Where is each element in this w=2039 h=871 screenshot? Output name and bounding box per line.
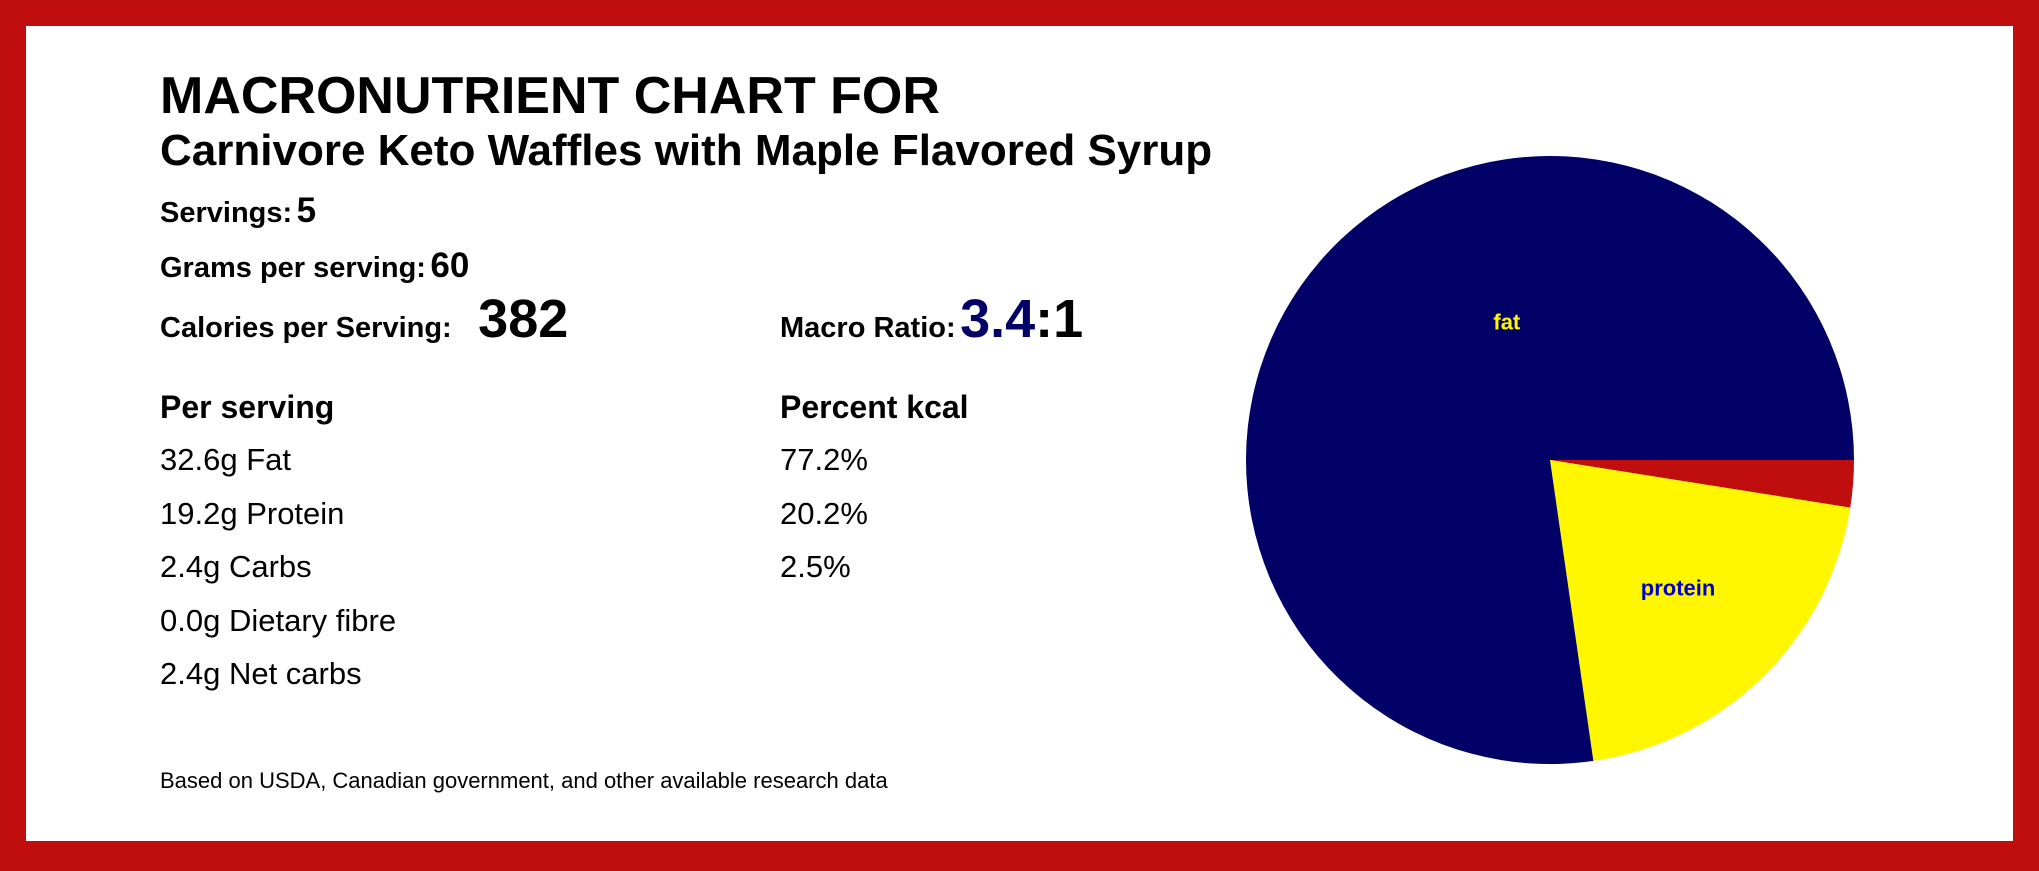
macro-ratio: Macro Ratio: 3.4:1 — [780, 288, 1083, 350]
servings: Servings: 5 — [160, 191, 316, 231]
percent-kcal-row: 77.2% — [780, 442, 868, 477]
pie-slice-carbs — [1550, 460, 1854, 508]
grams-per-serving: Grams per serving: 60 — [160, 246, 469, 286]
pie-slice-fat — [1246, 156, 1854, 765]
per-serving-row: 2.4g Carbs — [160, 549, 312, 584]
pie-label-protein: protein — [1641, 576, 1716, 601]
calories-per-serving: Calories per Serving: 382 — [160, 288, 568, 350]
calories-label: Calories per Serving: — [160, 312, 452, 344]
macro-ratio-label: Macro Ratio: — [780, 312, 956, 344]
macro-ratio-value: 3.4 — [960, 289, 1036, 349]
servings-label: Servings: — [160, 197, 293, 229]
per-serving-row: 19.2g Protein — [160, 496, 345, 531]
macro-ratio-suffix: :1 — [1035, 289, 1084, 349]
page-title: MACRONUTRIENT CHART FOR — [160, 67, 940, 125]
per-serving-row: 0.0g Dietary fibre — [160, 603, 397, 638]
per-serving-row: 2.4g Net carbs — [160, 656, 362, 691]
grams-value: 60 — [430, 246, 470, 285]
chart-panel: MACRONUTRIENT CHART FOR Carnivore Keto W… — [26, 26, 2013, 841]
calories-value: 382 — [478, 289, 569, 349]
per-serving-row: 32.6g Fat — [160, 442, 291, 477]
pie-label-fat: fat — [1493, 310, 1521, 335]
percent-kcal-row: 2.5% — [780, 549, 851, 584]
percent-kcal-header: Percent kcal — [780, 389, 969, 425]
source-footnote: Based on USDA, Canadian government, and … — [160, 768, 888, 793]
servings-value: 5 — [296, 191, 317, 230]
grams-label: Grams per serving: — [160, 252, 426, 284]
macro-pie-chart: protein fat — [1246, 156, 1854, 765]
recipe-name: Carnivore Keto Waffles with Maple Flavor… — [160, 126, 1213, 175]
percent-kcal-row: 20.2% — [780, 496, 868, 531]
per-serving-header: Per serving — [160, 389, 335, 425]
pie-slice-protein — [1550, 460, 1851, 761]
